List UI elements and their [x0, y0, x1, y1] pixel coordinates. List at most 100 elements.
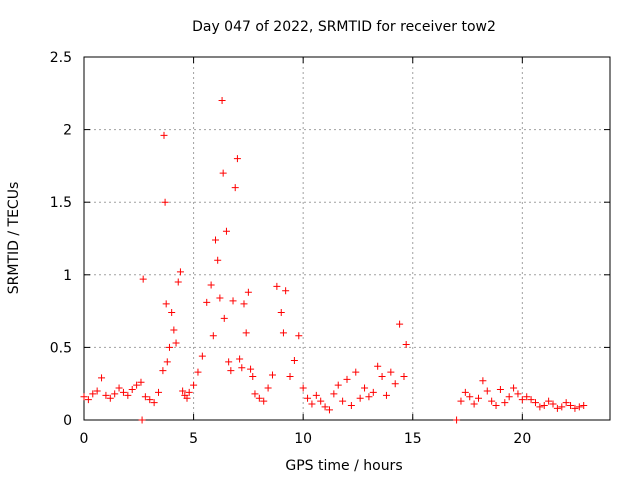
data-point	[165, 343, 173, 351]
data-point	[343, 375, 351, 383]
data-point	[330, 390, 338, 398]
y-tick-label: 2	[63, 123, 72, 139]
data-point	[466, 393, 474, 401]
x-tick-label: 15	[404, 431, 422, 447]
data-point	[84, 396, 92, 404]
data-point	[374, 362, 382, 370]
data-point	[369, 388, 377, 396]
data-point	[553, 404, 561, 412]
data-point	[356, 394, 364, 402]
data-point	[102, 391, 110, 399]
data-point	[111, 390, 119, 398]
data-point	[207, 281, 215, 289]
data-point	[249, 372, 257, 380]
x-tick-label: 20	[513, 431, 531, 447]
data-point	[562, 399, 570, 407]
data-point	[461, 388, 469, 396]
data-point	[170, 326, 178, 334]
data-point	[194, 368, 202, 376]
data-point	[514, 390, 522, 398]
x-tick-label: 5	[189, 431, 198, 447]
data-point	[470, 400, 478, 408]
data-point	[216, 294, 224, 302]
data-point	[299, 384, 307, 392]
data-point	[238, 364, 246, 372]
data-point	[505, 393, 513, 401]
data-point	[378, 372, 386, 380]
plot-frame	[83, 56, 611, 421]
y-tick-label: 0	[63, 413, 72, 429]
data-point	[387, 368, 395, 376]
data-point	[527, 396, 535, 404]
data-point	[124, 391, 132, 399]
data-point	[492, 401, 500, 409]
data-point	[133, 381, 141, 389]
data-point	[365, 393, 373, 401]
data-point	[567, 401, 575, 409]
data-point	[321, 403, 329, 411]
data-point	[308, 400, 316, 408]
data-point	[229, 297, 237, 305]
data-point	[183, 394, 191, 402]
data-point	[475, 394, 482, 402]
data-point	[496, 386, 504, 394]
data-point	[163, 358, 171, 366]
data-point	[536, 403, 544, 411]
data-point	[174, 278, 182, 286]
data-point	[255, 394, 263, 402]
data-points	[80, 97, 588, 424]
y-tick-label: 2.5	[50, 50, 72, 66]
data-point	[150, 399, 158, 407]
data-point	[137, 378, 145, 386]
data-point	[80, 393, 88, 401]
data-point	[168, 309, 176, 317]
data-point	[236, 355, 244, 363]
data-point	[233, 155, 241, 163]
data-point	[352, 368, 360, 376]
data-point	[225, 358, 233, 366]
data-point	[457, 397, 465, 405]
data-point	[382, 391, 390, 399]
data-point	[219, 169, 227, 177]
y-tick-label: 0.5	[50, 340, 72, 356]
data-point	[159, 367, 167, 375]
data-point	[580, 401, 588, 409]
data-point	[240, 300, 248, 308]
data-point	[540, 401, 548, 409]
data-point	[89, 390, 97, 398]
data-point	[198, 352, 206, 360]
data-point	[400, 372, 408, 380]
data-point	[119, 388, 127, 396]
data-point	[203, 298, 211, 306]
data-point	[179, 387, 187, 395]
data-point	[334, 381, 342, 389]
data-point	[479, 377, 487, 385]
data-point	[488, 397, 496, 405]
data-point	[347, 401, 355, 409]
data-point	[558, 403, 566, 411]
data-point	[247, 365, 255, 373]
y-tick-label: 1	[63, 268, 72, 284]
data-point	[214, 256, 222, 264]
data-point	[264, 384, 272, 392]
data-point	[138, 416, 146, 424]
data-point	[501, 399, 509, 407]
data-point	[317, 397, 325, 405]
y-tick-label: 1.5	[50, 195, 72, 211]
data-point	[575, 403, 583, 411]
data-point	[518, 396, 526, 404]
data-point	[128, 386, 136, 394]
data-point	[510, 384, 518, 392]
data-point	[146, 396, 154, 404]
data-point	[218, 97, 226, 105]
data-point	[545, 397, 553, 405]
data-point	[273, 282, 281, 290]
y-axis-label: SRMTID / TECUs	[6, 182, 22, 295]
data-point	[185, 388, 193, 396]
axes: 0 0.5 1 1.5 2 2.5 0 5 10 15 20	[50, 50, 611, 447]
data-point	[160, 131, 168, 139]
data-point	[231, 184, 239, 192]
data-point	[242, 329, 250, 337]
data-point	[531, 399, 539, 407]
